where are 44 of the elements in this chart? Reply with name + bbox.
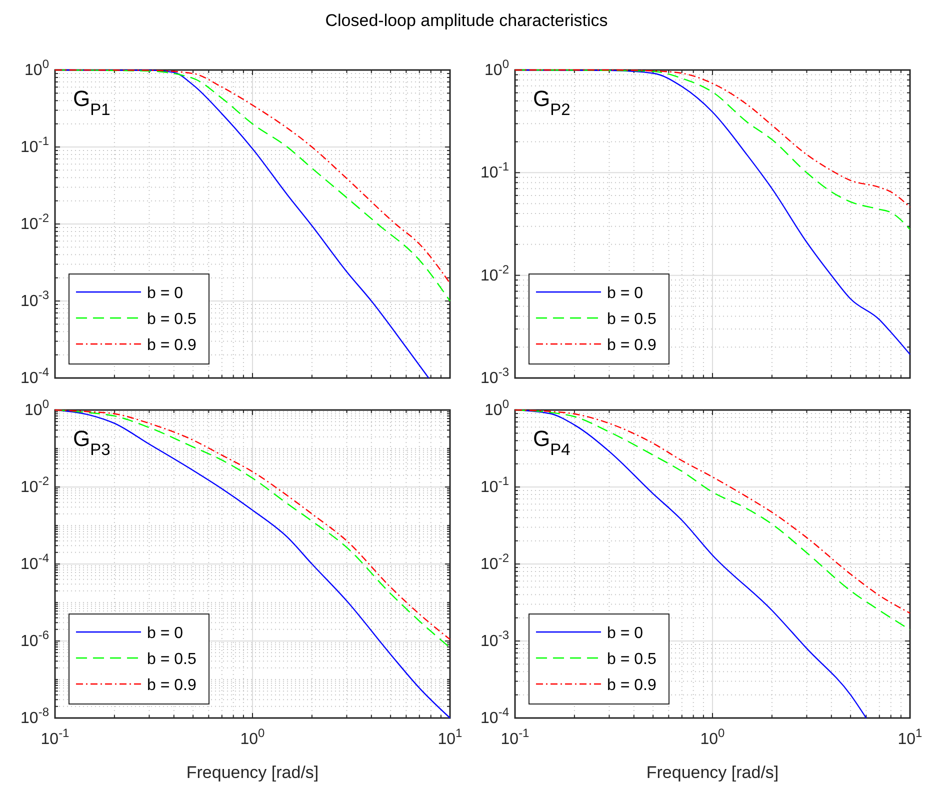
x-tick-label: 10$^{1}$: [898, 726, 923, 748]
y-tick-label: 10$^{-3}$: [20, 288, 50, 310]
legend-label: b = 0.5: [607, 311, 656, 328]
y-tick-label: 10$^{-2}$: [480, 551, 510, 573]
chart-title: Closed-loop amplitude characteristics: [325, 11, 608, 30]
legend-label: b = 0.5: [607, 651, 656, 668]
y-tick-label: 10$^{-2}$: [20, 211, 50, 233]
y-tick-label: 10$^{0}$: [24, 57, 50, 79]
y-tick-label: 10$^{-1}$: [20, 134, 50, 156]
y-tick-label: 10$^{-4}$: [480, 705, 510, 727]
legend-label: b = 0.5: [147, 311, 196, 328]
x-tick-label: 10$^{0}$: [700, 726, 726, 748]
legend-label: b = 0: [607, 285, 644, 302]
y-tick-label: 10$^{-6}$: [20, 628, 50, 650]
x-tick-label: 10$^{-1}$: [40, 726, 70, 748]
x-tick-label: 10$^{0}$: [240, 726, 266, 748]
x-axis-title: Frequency [rad/s]: [186, 763, 319, 782]
legend-label: b = 0.5: [147, 651, 196, 668]
legend-label: b = 0.9: [147, 677, 196, 694]
y-tick-label: 10$^{-4}$: [20, 551, 50, 573]
y-tick-label: 10$^{-2}$: [20, 474, 50, 496]
legend-label: b = 0.9: [147, 337, 196, 354]
y-tick-label: 10$^{-1}$: [480, 474, 510, 496]
legend-label: b = 0: [147, 285, 184, 302]
x-tick-label: 10$^{1}$: [438, 726, 463, 748]
y-tick-label: 10$^{-2}$: [480, 262, 510, 284]
y-tick-label: 10$^{-4}$: [20, 365, 50, 387]
annotation: G$_{P4}$: [533, 426, 570, 459]
annotation: G$_{P1}$: [73, 86, 110, 119]
x-tick-label: 10$^{-1}$: [500, 726, 530, 748]
annotation: G$_{P2}$: [533, 86, 570, 119]
x-axis-title: Frequency [rad/s]: [646, 763, 779, 782]
legend-label: b = 0: [607, 625, 644, 642]
y-tick-label: 10$^{-8}$: [20, 705, 50, 727]
y-tick-label: 10$^{0}$: [484, 397, 510, 419]
y-tick-label: 10$^{-1}$: [480, 160, 510, 182]
y-tick-label: 10$^{0}$: [484, 57, 510, 79]
legend-label: b = 0.9: [607, 337, 656, 354]
y-tick-label: 10$^{0}$: [24, 397, 50, 419]
legend-label: b = 0: [147, 625, 184, 642]
y-tick-label: 10$^{-3}$: [480, 365, 510, 387]
legend-label: b = 0.9: [607, 677, 656, 694]
annotation: G$_{P3}$: [73, 426, 110, 459]
y-tick-label: 10$^{-3}$: [480, 628, 510, 650]
